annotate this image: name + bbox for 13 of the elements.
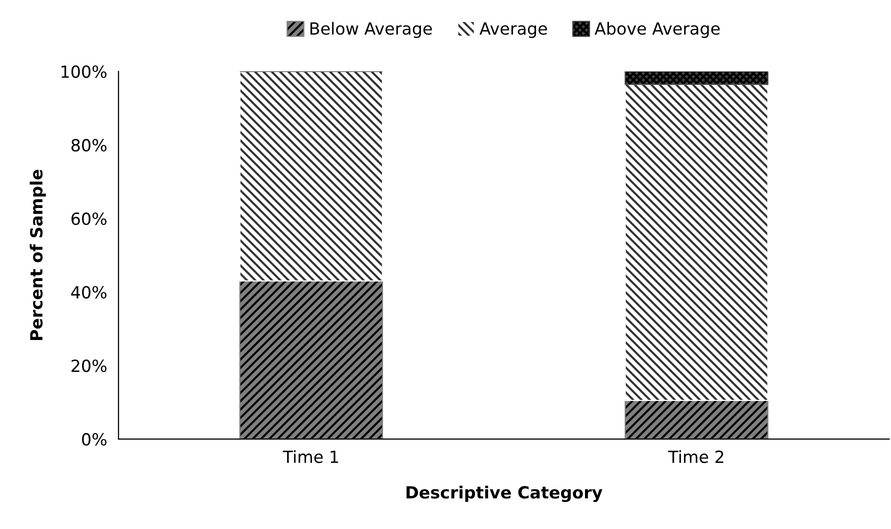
y-tick-label: 0% <box>82 433 106 446</box>
y-tick-label: 100% <box>62 65 106 78</box>
legend-label: Above Average <box>594 22 720 38</box>
y-tick-label: 80% <box>71 138 106 152</box>
y-tick-label: 40% <box>71 286 106 299</box>
legend-label: Below Average <box>310 22 432 38</box>
x-axis-title: Descriptive Category <box>406 486 602 502</box>
y-tick-label: 60% <box>72 212 106 226</box>
legend-label: Average <box>480 22 547 38</box>
y-tick-label: 20% <box>72 360 106 372</box>
y-axis-title: Percent of Sample <box>30 170 46 340</box>
x-tick-label: Time 2 <box>668 450 724 464</box>
x-tick-label: Time 1 <box>282 450 338 464</box>
